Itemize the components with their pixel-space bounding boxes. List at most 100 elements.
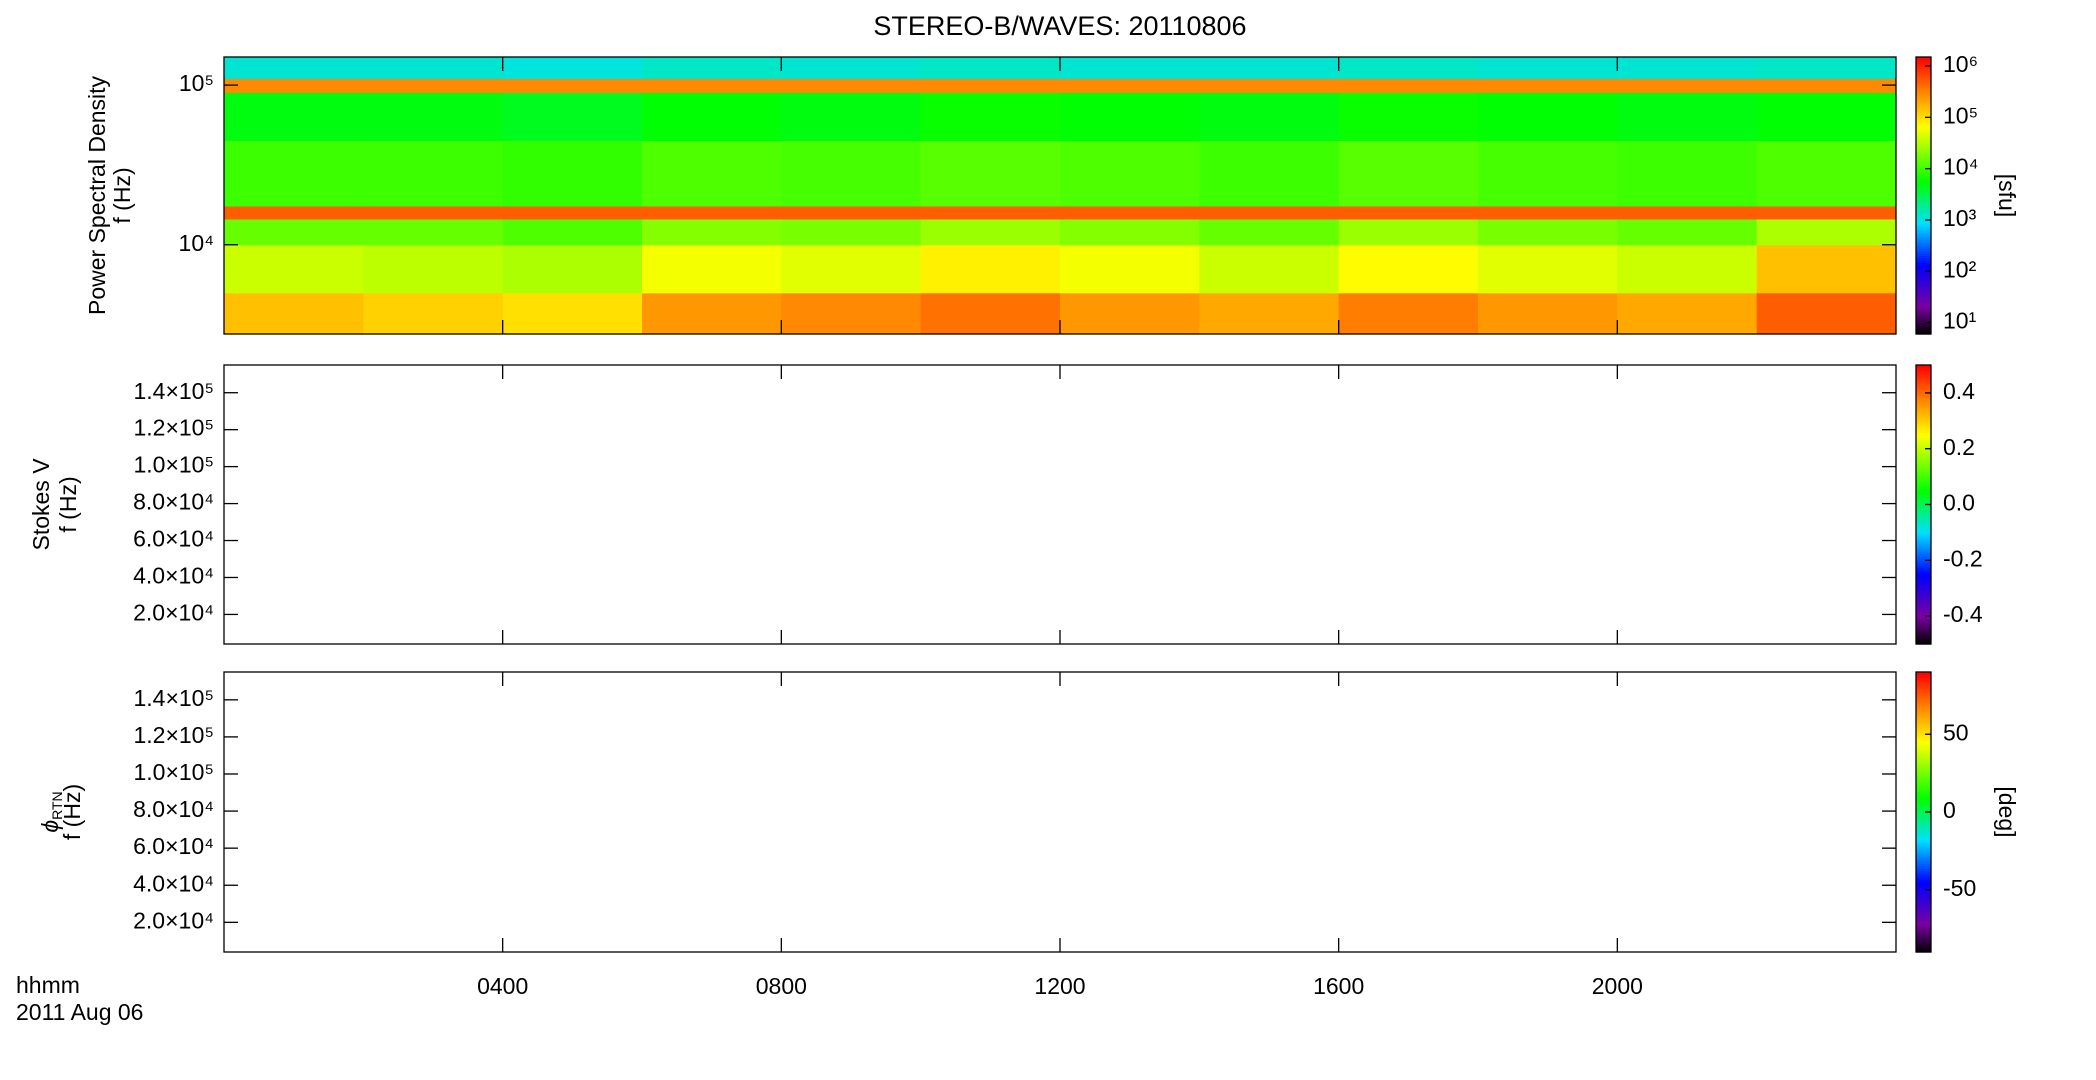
colorbar-swatch [1916, 255, 1931, 259]
colorbar-swatch [1916, 455, 1931, 459]
heatmap-cell [1338, 57, 1479, 80]
colorbar-swatch [1916, 294, 1931, 298]
colorbar-swatch [1916, 926, 1931, 930]
colorbar-swatch [1916, 812, 1931, 815]
colorbar-swatch [1916, 511, 1931, 515]
colorbar-swatch [1916, 273, 1931, 277]
colorbar-swatch [1916, 485, 1931, 489]
plot-frame [223, 671, 1897, 953]
colorbar-swatch [1916, 91, 1931, 95]
heatmap-cell [642, 57, 782, 80]
colorbar-swatch [1916, 518, 1931, 522]
colorbar-swatch [1916, 246, 1931, 250]
colorbar-swatch [1916, 371, 1931, 375]
heatmap-cell [1756, 205, 1897, 220]
heatmap-cell [1060, 57, 1200, 80]
colorbar-swatch [1916, 732, 1931, 736]
colorbar-swatch [1916, 826, 1931, 829]
colorbar-swatch [1916, 204, 1931, 208]
colorbar-swatch [1916, 317, 1931, 321]
colorbar-swatch [1916, 868, 1931, 871]
colorbar-swatch [1916, 704, 1931, 708]
colorbar-swatch [1916, 844, 1931, 848]
colorbar-swatch [1916, 174, 1931, 178]
colorbar-swatch [1916, 798, 1931, 801]
colorbar-swatch [1916, 495, 1931, 499]
heatmap-cell [1338, 244, 1479, 294]
colorbar-swatch [1916, 551, 1931, 554]
heatmap-cell [363, 140, 504, 207]
colorbar-swatch [1916, 411, 1931, 415]
colorbar-swatch [1916, 239, 1931, 243]
heatmap-cell [1060, 205, 1200, 220]
colorbar-swatch [1916, 253, 1931, 257]
colorbar-swatch [1916, 917, 1931, 920]
colorbar-swatch [1916, 114, 1931, 118]
colorbar-swatch [1916, 110, 1931, 113]
colorbar-swatch [1916, 837, 1931, 841]
heatmap-cell [1617, 78, 1758, 93]
heatmap-cell [1199, 218, 1340, 246]
y-tick-label: 8.0×10⁴ [133, 489, 214, 515]
colorbar-swatch [1916, 313, 1931, 317]
colorbar-swatch [1916, 381, 1931, 385]
colorbar-swatch [1916, 451, 1931, 454]
colorbar-label: [deg] [1994, 786, 2020, 837]
colorbar-swatch [1916, 737, 1931, 741]
colorbar-swatch [1916, 767, 1931, 771]
colorbar-swatch [1916, 851, 1931, 855]
y-axis-title: ϕRTN [37, 791, 65, 832]
y-tick-label: 1.4×10⁵ [133, 378, 214, 404]
colorbar-swatch [1916, 446, 1931, 450]
heatmap-cell [224, 78, 364, 93]
colorbar-swatch [1916, 163, 1931, 167]
colorbar-swatch [1916, 399, 1931, 403]
colorbar-tick-label: 0.4 [1943, 378, 1975, 404]
colorbar-swatch [1916, 179, 1931, 183]
colorbar-swatch [1916, 404, 1931, 408]
heatmap-cell [781, 140, 922, 207]
colorbar-swatch [1916, 711, 1931, 715]
colorbar-swatch [1916, 739, 1931, 743]
heatmap-cell [363, 57, 504, 80]
colorbar-swatch [1916, 886, 1931, 890]
colorbar-tick-label: -0.2 [1943, 545, 1983, 571]
colorbar-swatch [1916, 690, 1931, 694]
colorbar-swatch [1916, 68, 1931, 72]
colorbar-swatch [1916, 197, 1931, 201]
heatmap-cell [363, 244, 504, 294]
heatmap-cell [502, 218, 643, 246]
colorbar-swatch [1916, 898, 1931, 902]
colorbar-swatch [1916, 292, 1931, 296]
colorbar-swatch [1916, 264, 1931, 268]
y-tick-label: 2.0×10⁴ [133, 600, 214, 626]
colorbar-swatch [1916, 562, 1931, 566]
colorbar-swatch [1916, 126, 1931, 130]
colorbar-swatch [1916, 574, 1931, 578]
colorbar-swatch [1916, 413, 1931, 417]
colorbar-swatch [1916, 774, 1931, 778]
colorbar-swatch [1916, 630, 1931, 633]
colorbar-swatch [1916, 527, 1931, 531]
colorbar-swatch [1916, 788, 1931, 792]
heatmap-cell [363, 218, 504, 246]
colorbar-swatch [1916, 723, 1931, 727]
colorbar-swatch [1916, 158, 1931, 162]
colorbar-swatch [1916, 751, 1931, 755]
colorbar-label: [sfu] [1994, 174, 2020, 217]
heatmap-cell [920, 92, 1061, 141]
colorbar-swatch [1916, 809, 1931, 813]
colorbar-swatch [1916, 777, 1931, 780]
colorbar-swatch [1916, 80, 1931, 83]
heatmap-cell [502, 92, 643, 141]
heatmap-cell [1617, 244, 1758, 294]
colorbar-swatch [1916, 367, 1931, 371]
colorbar-swatch [1916, 105, 1931, 109]
colorbar-swatch [1916, 914, 1931, 918]
colorbar-swatch [1916, 830, 1931, 834]
colorbar-swatch [1916, 590, 1931, 594]
heatmap-cell [224, 244, 364, 294]
heatmap-cell [1338, 140, 1479, 207]
colorbar-swatch [1916, 931, 1931, 934]
